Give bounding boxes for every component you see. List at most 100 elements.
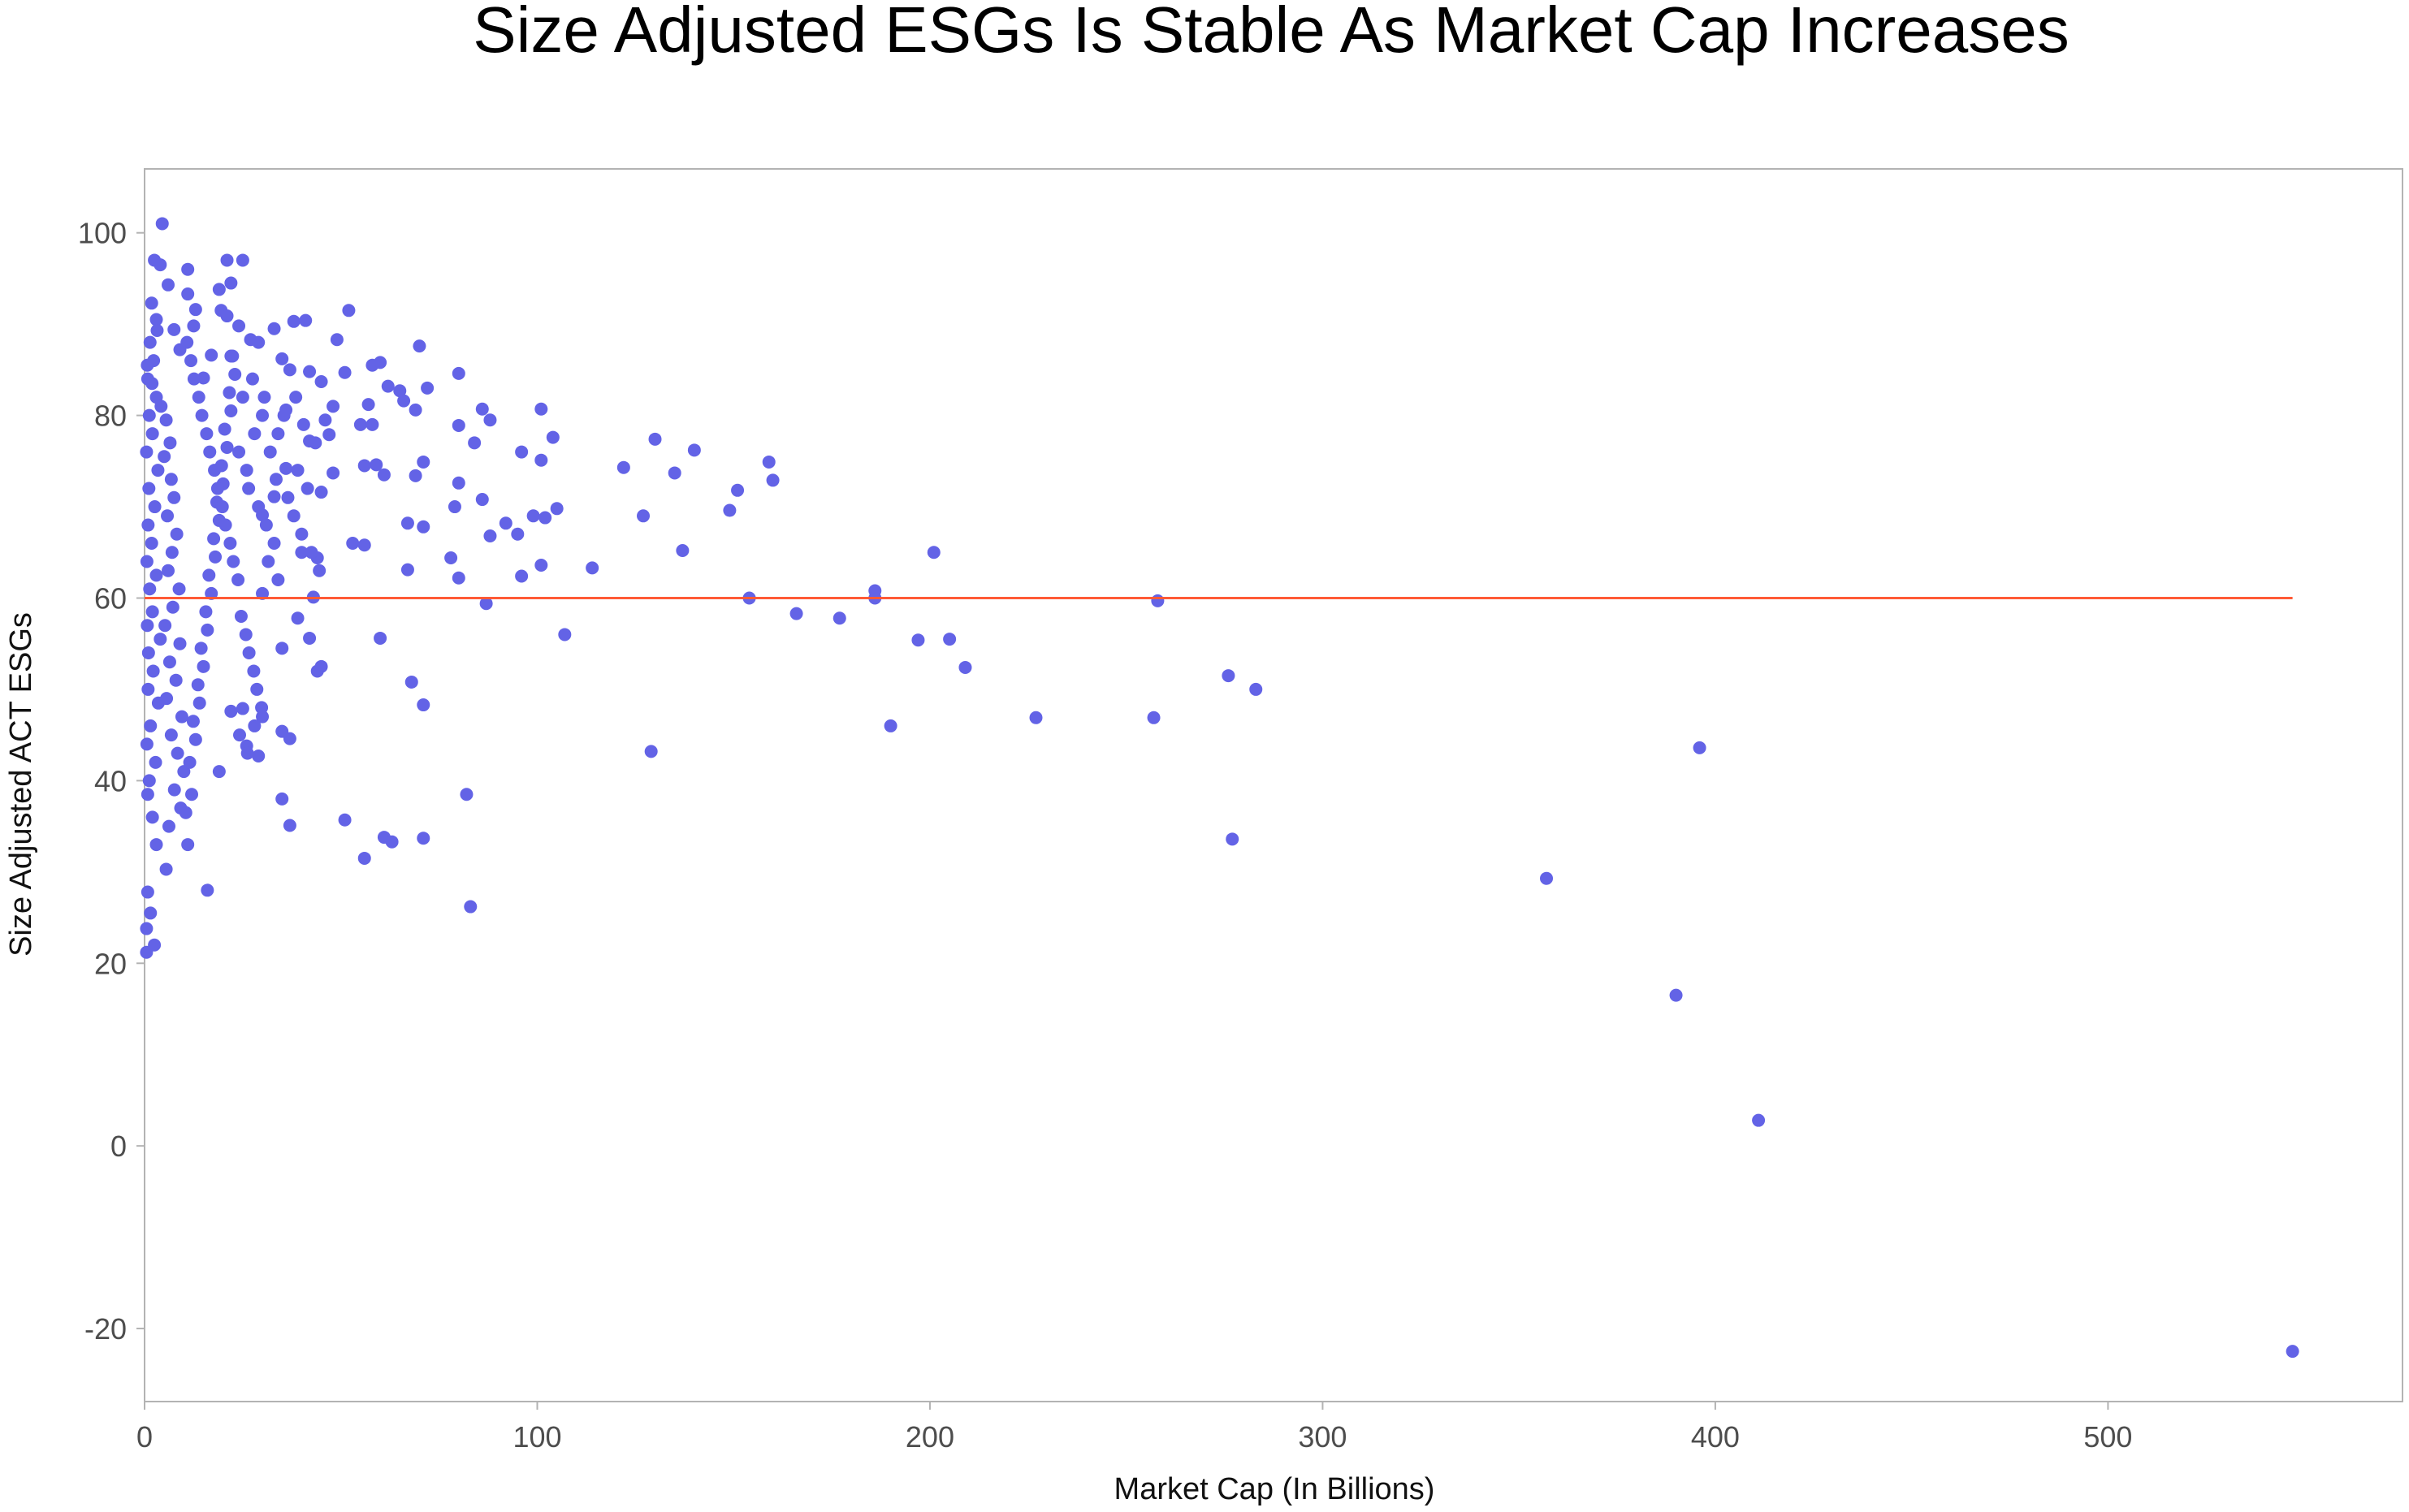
data-point <box>236 391 249 404</box>
data-point <box>231 573 245 586</box>
data-point <box>1249 682 1263 696</box>
data-point <box>296 417 310 431</box>
data-point <box>212 765 226 779</box>
data-point <box>242 646 256 659</box>
data-point <box>365 358 379 372</box>
data-point <box>197 371 210 385</box>
data-point <box>762 455 776 469</box>
plot-area-border <box>144 168 2403 1402</box>
data-point <box>167 783 181 797</box>
data-point <box>187 372 201 386</box>
x-tick-label: 400 <box>1691 1420 1740 1454</box>
data-point <box>417 520 430 534</box>
data-point <box>223 386 236 400</box>
data-point <box>534 453 548 467</box>
data-point <box>256 408 270 422</box>
data-point <box>162 819 175 833</box>
data-point <box>287 509 301 523</box>
data-point <box>163 436 177 450</box>
data-point <box>146 664 160 678</box>
data-point <box>141 619 154 633</box>
data-point <box>141 646 155 659</box>
data-point <box>361 398 375 412</box>
data-point <box>166 600 179 614</box>
y-tick-label: 100 <box>78 217 127 250</box>
data-point <box>283 732 296 745</box>
data-point <box>318 413 332 427</box>
data-point <box>151 464 165 477</box>
data-point <box>228 368 242 381</box>
data-point <box>232 319 246 333</box>
data-points <box>140 217 2299 1359</box>
data-point <box>299 313 313 327</box>
data-point <box>188 732 202 746</box>
y-axis-title: Size Adjusted ACT ESGs <box>4 612 38 957</box>
data-point <box>232 445 246 459</box>
data-point <box>283 819 296 832</box>
data-point <box>140 445 154 459</box>
data-point <box>479 597 493 611</box>
data-point <box>233 728 247 742</box>
data-point <box>181 287 195 301</box>
data-point <box>140 555 154 568</box>
data-point <box>353 417 367 431</box>
data-point <box>248 719 262 732</box>
data-point <box>452 571 465 585</box>
y-axis: -20 0 20 40 60 80 100 <box>78 217 145 1346</box>
data-point <box>417 455 430 469</box>
data-point <box>149 313 163 326</box>
data-point <box>393 384 407 398</box>
data-point <box>169 673 183 687</box>
data-point <box>199 605 213 619</box>
data-point <box>275 642 289 655</box>
data-point <box>269 473 283 486</box>
data-point <box>1669 988 1683 1002</box>
data-point <box>271 427 285 441</box>
data-point <box>723 503 737 517</box>
data-point <box>400 516 414 530</box>
data-point <box>267 537 281 551</box>
data-point <box>218 518 232 532</box>
data-point <box>140 737 154 751</box>
data-point <box>943 633 957 646</box>
data-point <box>250 682 264 696</box>
data-point <box>175 710 188 724</box>
data-point <box>200 427 214 441</box>
data-point <box>374 631 387 645</box>
data-point <box>172 582 186 596</box>
data-point <box>167 490 181 504</box>
data-point <box>141 788 154 801</box>
data-point <box>460 788 474 801</box>
data-point <box>179 806 192 819</box>
data-point <box>731 483 745 497</box>
data-point <box>252 750 266 763</box>
data-point <box>183 755 197 769</box>
data-point <box>212 283 226 296</box>
data-point <box>154 258 167 272</box>
data-point <box>475 402 489 416</box>
x-tick-label: 100 <box>513 1420 561 1454</box>
data-point <box>400 563 414 577</box>
data-point <box>381 379 395 393</box>
data-point <box>259 518 273 532</box>
data-point <box>314 486 328 499</box>
data-point <box>145 605 159 619</box>
data-point <box>201 883 214 897</box>
data-point <box>160 692 174 706</box>
data-point <box>192 696 206 710</box>
data-point <box>279 461 293 475</box>
data-point <box>220 309 234 323</box>
data-point <box>313 564 327 577</box>
data-point <box>220 440 234 454</box>
data-point <box>140 922 154 935</box>
data-point <box>1029 711 1043 724</box>
data-point <box>515 445 529 459</box>
data-point <box>263 445 277 459</box>
data-point <box>291 464 305 477</box>
data-point <box>149 568 163 582</box>
data-point <box>409 403 422 417</box>
data-point <box>452 476 465 490</box>
data-point <box>303 631 317 645</box>
data-point <box>511 527 525 541</box>
